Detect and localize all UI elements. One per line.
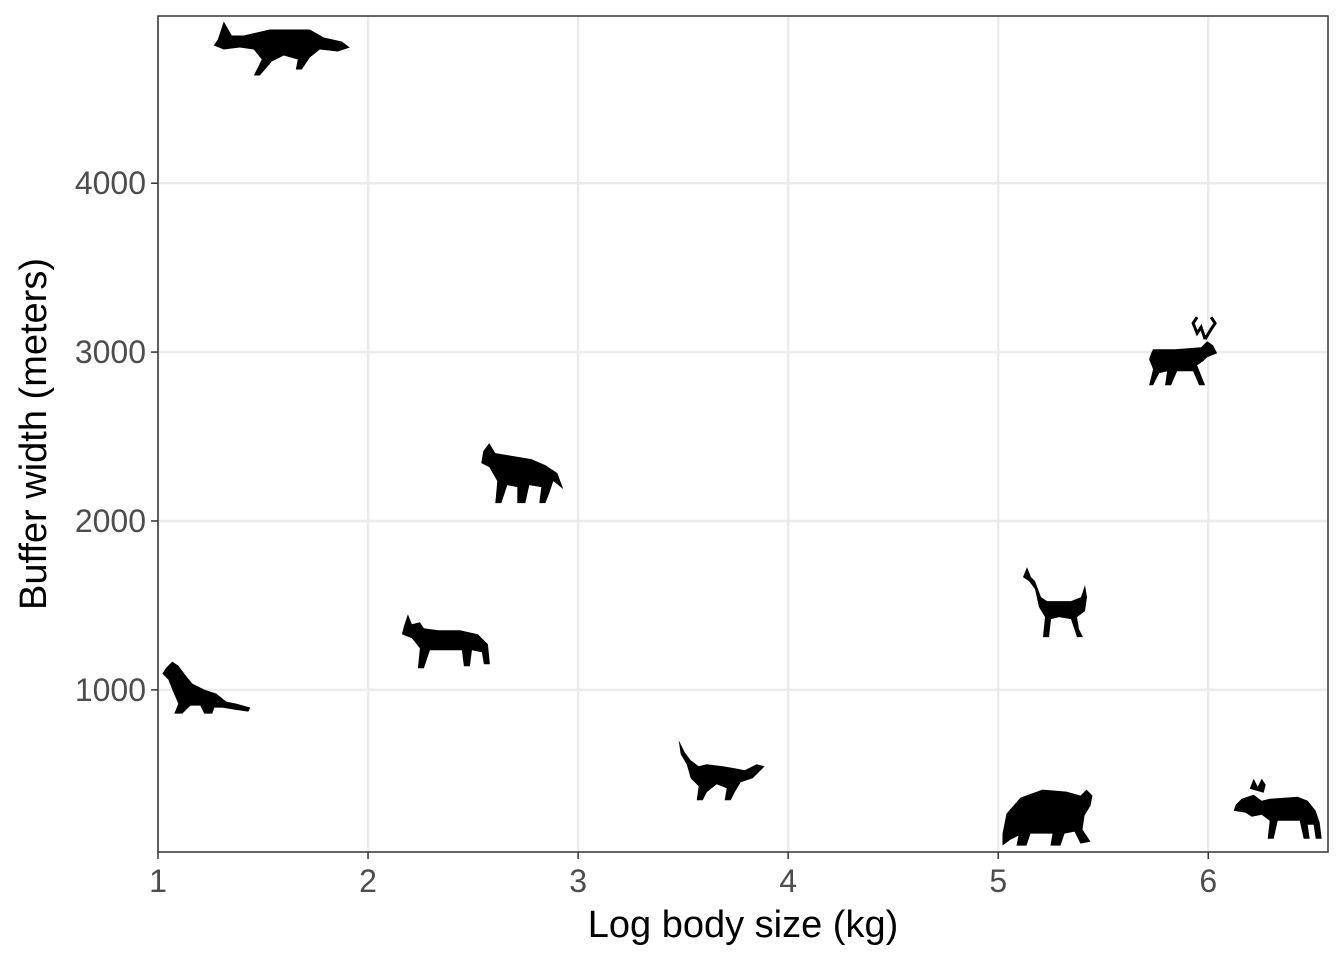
- x-tick-label: 3: [569, 863, 587, 899]
- y-axis-title: Buffer width (meters): [13, 258, 55, 610]
- plot-panel: [158, 16, 1328, 852]
- x-tick-label: 5: [989, 863, 1007, 899]
- x-axis-title: Log body size (kg): [588, 904, 899, 946]
- y-gridlines: [158, 181, 1328, 692]
- x-tick-label: 6: [1199, 863, 1217, 899]
- y-tick-label: 2000: [75, 503, 146, 539]
- y-tick-label: 3000: [75, 334, 146, 370]
- y-tick-label: 1000: [75, 672, 146, 708]
- x-tick-label: 4: [779, 863, 797, 899]
- x-axis-ticks: 1 2 3 4 5 6: [149, 852, 1217, 899]
- x-tick-label: 1: [149, 863, 167, 899]
- y-axis-ticks: 1000 2000 3000 4000: [75, 165, 158, 708]
- plot-panel-border: [157, 15, 1329, 853]
- y-tick-label: 4000: [75, 165, 146, 201]
- x-tick-label: 2: [359, 863, 377, 899]
